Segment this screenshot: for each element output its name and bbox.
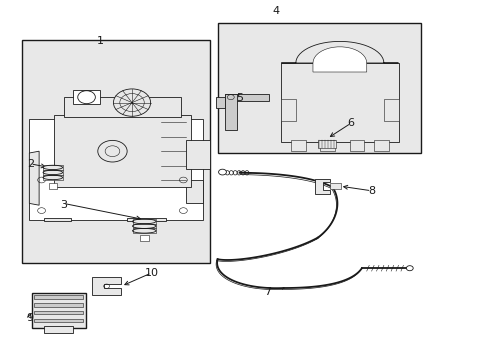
Text: 9: 9 [26, 312, 33, 323]
Bar [281, 99, 295, 121]
Circle shape [98, 140, 127, 162]
Bar [34, 303, 83, 307]
Text: 2: 2 [27, 159, 34, 169]
Polygon shape [44, 218, 71, 221]
Bar [217, 23, 420, 153]
Bar [32, 293, 85, 328]
Bar [44, 326, 73, 333]
Bar [383, 99, 398, 121]
Polygon shape [29, 151, 39, 205]
Polygon shape [224, 94, 268, 101]
Bar [349, 140, 364, 151]
Bar [34, 295, 83, 299]
Bar [373, 140, 388, 151]
Bar [43, 165, 62, 170]
Polygon shape [216, 97, 224, 108]
Circle shape [218, 169, 226, 175]
Bar [54, 115, 190, 187]
Text: 1: 1 [97, 36, 103, 46]
Text: 7: 7 [264, 287, 271, 297]
Bar [49, 183, 57, 189]
Bar [132, 224, 156, 228]
Polygon shape [92, 277, 121, 295]
Text: 8: 8 [367, 186, 374, 196]
Bar [34, 311, 83, 314]
Bar [34, 319, 83, 322]
Bar [132, 219, 156, 224]
Polygon shape [224, 94, 237, 130]
Text: 3: 3 [60, 200, 67, 210]
Bar [317, 140, 336, 148]
Bar [73, 90, 100, 104]
Bar [43, 170, 62, 175]
Bar [320, 140, 334, 151]
Text: 10: 10 [144, 268, 158, 278]
Circle shape [406, 266, 412, 271]
Bar [290, 140, 305, 151]
Polygon shape [185, 140, 210, 169]
Text: 5: 5 [236, 93, 243, 103]
Bar [140, 235, 148, 241]
Text: 6: 6 [347, 118, 354, 128]
Polygon shape [312, 47, 366, 72]
Polygon shape [281, 63, 398, 142]
Bar [22, 40, 210, 263]
Bar [29, 119, 203, 220]
Polygon shape [185, 180, 203, 203]
Bar [43, 175, 62, 180]
Polygon shape [127, 218, 166, 221]
Polygon shape [315, 179, 329, 194]
Bar [132, 228, 156, 233]
Bar [329, 183, 340, 189]
Polygon shape [281, 41, 398, 63]
Text: 4: 4 [272, 6, 279, 16]
Bar [63, 97, 181, 117]
Circle shape [113, 89, 150, 116]
